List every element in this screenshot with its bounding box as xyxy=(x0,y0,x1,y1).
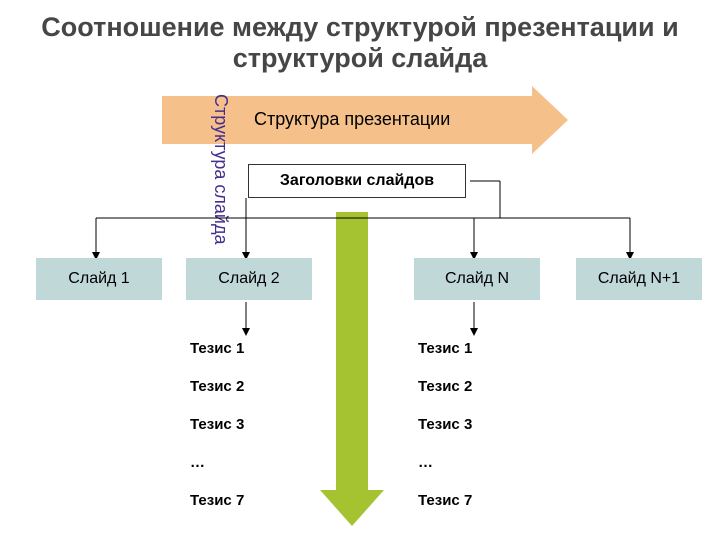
thesis-item: Тезис 7 xyxy=(418,492,472,509)
horizontal-arrow-label: Структура презентации xyxy=(254,109,450,130)
thesis-item: Тезис 7 xyxy=(190,492,244,509)
slide-box-label: Слайд N xyxy=(445,270,509,288)
headers-box: Заголовки слайдов xyxy=(248,164,466,198)
horizontal-arrow-head xyxy=(532,86,568,154)
slide-box-label: Слайд 2 xyxy=(218,270,279,288)
thesis-item: Тезис 3 xyxy=(418,416,472,433)
thesis-item: … xyxy=(418,454,433,471)
vertical-arrow-head xyxy=(320,490,384,526)
slide-box-label: Слайд N+1 xyxy=(598,270,680,288)
slide-box: Слайд 1 xyxy=(36,258,162,300)
page-title: Соотношение между структурой презентации… xyxy=(0,12,720,74)
thesis-item: Тезис 2 xyxy=(190,378,244,395)
thesis-item: Тезис 1 xyxy=(418,340,472,357)
vertical-arrow-body xyxy=(336,212,368,490)
thesis-item: Тезис 2 xyxy=(418,378,472,395)
vertical-axis-label: Структура слайда xyxy=(210,94,231,244)
slide-box: Слайд 2 xyxy=(186,258,312,300)
headers-box-text: Заголовки слайдов xyxy=(280,172,434,190)
thesis-item: … xyxy=(190,454,205,471)
thesis-item: Тезис 3 xyxy=(190,416,244,433)
slide-box: Слайд N+1 xyxy=(576,258,702,300)
slide-box: Слайд N xyxy=(414,258,540,300)
slide-box-label: Слайд 1 xyxy=(68,270,129,288)
thesis-item: Тезис 1 xyxy=(190,340,244,357)
